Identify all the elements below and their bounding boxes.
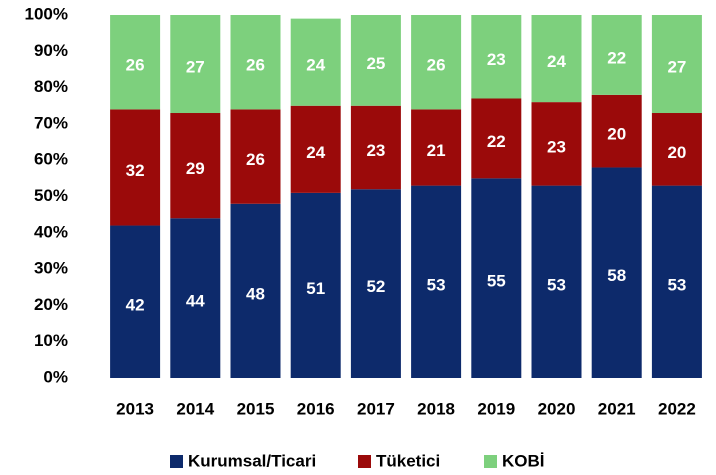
data-label: 26 [126, 56, 145, 75]
data-label: 20 [607, 125, 626, 144]
y-tick-label: 80% [34, 77, 68, 96]
data-label: 21 [427, 141, 446, 160]
x-tick-label: 2020 [538, 399, 576, 418]
data-label: 20 [667, 143, 686, 162]
data-label: 22 [487, 132, 506, 151]
y-tick-label: 90% [34, 41, 68, 60]
x-tick-label: 2017 [357, 399, 395, 418]
legend-swatch [358, 455, 371, 468]
bar-segment [651, 185, 702, 378]
bar-segment [350, 15, 401, 106]
x-tick-label: 2013 [116, 399, 154, 418]
legend-swatch [170, 455, 183, 468]
legend-label: Tüketici [376, 451, 440, 470]
bar-segment [290, 105, 341, 193]
data-label: 53 [427, 275, 446, 294]
data-label: 52 [366, 277, 385, 296]
data-label: 29 [186, 159, 205, 178]
bar-segment [531, 102, 582, 186]
y-tick-label: 70% [34, 113, 68, 132]
bar-segment [170, 15, 221, 114]
bar-segment [350, 189, 401, 378]
data-label: 53 [667, 275, 686, 294]
bar-segment [290, 192, 341, 378]
data-label: 26 [246, 56, 265, 75]
y-tick-label: 60% [34, 150, 68, 169]
legend-label: Kurumsal/Ticari [188, 451, 316, 470]
y-tick-label: 100% [25, 4, 68, 23]
x-tick-label: 2022 [658, 399, 696, 418]
y-tick-label: 20% [34, 295, 68, 314]
data-label: 27 [667, 57, 686, 76]
data-label: 22 [607, 48, 626, 67]
y-tick-label: 50% [34, 186, 68, 205]
y-tick-label: 10% [34, 331, 68, 350]
bar-segment [110, 109, 161, 226]
bar-segment [591, 94, 642, 168]
data-label: 24 [547, 52, 566, 71]
bar-segment [110, 15, 161, 110]
data-label: 26 [246, 150, 265, 169]
y-tick-label: 0% [43, 367, 68, 386]
data-label: 27 [186, 57, 205, 76]
data-label: 48 [246, 284, 265, 303]
bar-segment [411, 185, 462, 378]
data-label: 53 [547, 275, 566, 294]
bar-segment [230, 109, 281, 204]
x-tick-label: 2016 [297, 399, 335, 418]
bar-segment [471, 178, 522, 378]
x-tick-label: 2021 [598, 399, 636, 418]
bar-segment [471, 98, 522, 179]
data-label: 25 [366, 54, 385, 73]
legend-swatch [484, 455, 497, 468]
bar-segment [591, 15, 642, 95]
bar-segment [350, 105, 401, 190]
data-label: 44 [186, 292, 205, 311]
y-tick-label: 30% [34, 259, 68, 278]
bar-segment [531, 15, 582, 103]
data-label: 32 [126, 161, 145, 180]
bar-segment [230, 15, 281, 110]
data-label: 26 [427, 56, 446, 75]
data-label: 23 [366, 141, 385, 160]
y-tick-label: 40% [34, 222, 68, 241]
data-label: 51 [306, 279, 325, 298]
legend-label: KOBİ [502, 451, 545, 470]
x-tick-label: 2014 [176, 399, 214, 418]
data-label: 58 [607, 266, 626, 285]
data-label: 42 [126, 295, 145, 314]
x-tick-label: 2015 [237, 399, 275, 418]
bar-segment [170, 218, 221, 378]
bar-segment [170, 113, 221, 219]
bar-segment [471, 15, 522, 99]
data-label: 23 [547, 137, 566, 156]
bar-segment [651, 15, 702, 114]
bar-segment [230, 203, 281, 378]
data-label: 24 [306, 56, 325, 75]
bar-segment [651, 113, 702, 186]
data-label: 23 [487, 50, 506, 69]
data-label: 24 [306, 143, 325, 162]
bar-segment [591, 167, 642, 378]
bar-segment [290, 18, 341, 106]
x-tick-label: 2019 [477, 399, 515, 418]
bar-segment [531, 185, 582, 378]
x-tick-label: 2018 [417, 399, 455, 418]
bar-segment [110, 225, 161, 378]
data-label: 55 [487, 272, 506, 291]
bar-segment [411, 109, 462, 186]
bar-segment [411, 15, 462, 110]
